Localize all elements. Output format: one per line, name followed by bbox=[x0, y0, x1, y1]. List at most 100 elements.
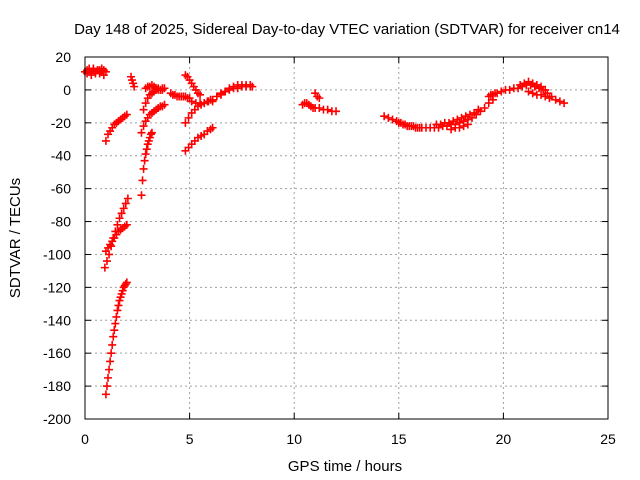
chart-title: Day 148 of 2025, Sidereal Day-to-day VTE… bbox=[74, 21, 620, 38]
series-arc-7 bbox=[137, 128, 156, 200]
data-point bbox=[445, 118, 454, 127]
y-tick-label: 20 bbox=[55, 49, 71, 65]
data-point bbox=[461, 112, 470, 121]
series-arc-20 bbox=[315, 104, 341, 116]
data-point bbox=[99, 71, 108, 80]
data-point bbox=[146, 130, 155, 139]
data-point bbox=[332, 107, 341, 116]
data-point bbox=[184, 113, 193, 122]
series-arc-6 bbox=[127, 72, 139, 91]
data-point bbox=[537, 90, 546, 99]
series-arc-17 bbox=[216, 82, 255, 99]
data-point bbox=[139, 164, 148, 173]
data-point bbox=[520, 79, 529, 88]
data-point bbox=[113, 306, 122, 315]
series-arc-19 bbox=[311, 89, 324, 103]
y-tick-label: -160 bbox=[43, 345, 71, 361]
data-point bbox=[560, 99, 569, 108]
data-point bbox=[121, 280, 130, 289]
data-point bbox=[221, 87, 230, 96]
data-point bbox=[102, 257, 111, 266]
data-point bbox=[497, 87, 506, 96]
data-point bbox=[115, 214, 124, 223]
series-arc-8 bbox=[137, 100, 169, 137]
y-tick-label: 0 bbox=[63, 82, 71, 98]
data-point bbox=[233, 84, 242, 93]
y-axis-title: SDTVAR / TECUs bbox=[7, 178, 24, 298]
data-point bbox=[532, 80, 541, 89]
data-point bbox=[516, 80, 525, 89]
grid-layer bbox=[85, 57, 608, 419]
data-point bbox=[436, 120, 445, 129]
y-tick-label: -120 bbox=[43, 279, 71, 295]
data-point bbox=[101, 136, 110, 145]
data-point bbox=[97, 64, 106, 73]
data-point bbox=[551, 95, 560, 104]
data-point bbox=[315, 104, 324, 113]
data-point bbox=[109, 332, 118, 341]
y-tick-label: -180 bbox=[43, 378, 71, 394]
data-point bbox=[524, 87, 533, 96]
data-point bbox=[394, 118, 403, 127]
series-arc-18 bbox=[298, 99, 320, 113]
data-point bbox=[315, 94, 324, 103]
series-arc-11 bbox=[166, 89, 194, 103]
y-tick-label: -20 bbox=[51, 115, 71, 131]
data-point bbox=[384, 113, 393, 122]
data-point bbox=[112, 312, 121, 321]
data-point bbox=[114, 301, 123, 310]
data-point bbox=[447, 125, 456, 134]
series-arc-29 bbox=[524, 87, 554, 103]
data-point bbox=[141, 150, 150, 159]
data-point bbox=[102, 382, 111, 391]
data-point bbox=[110, 326, 119, 335]
data-point bbox=[480, 104, 489, 113]
data-point bbox=[140, 156, 149, 165]
series-arc-5 bbox=[101, 278, 131, 399]
data-point bbox=[246, 82, 255, 91]
data-point bbox=[380, 112, 389, 121]
data-point bbox=[455, 123, 464, 132]
data-point bbox=[196, 90, 205, 99]
series-arc-26 bbox=[484, 89, 502, 101]
data-point bbox=[528, 79, 537, 88]
data-point bbox=[388, 115, 397, 124]
data-point bbox=[100, 263, 109, 272]
data-point bbox=[111, 319, 120, 328]
data-point bbox=[453, 115, 462, 124]
data-point bbox=[225, 85, 234, 94]
series-arc-12 bbox=[181, 71, 205, 99]
series-arc-16 bbox=[208, 80, 257, 104]
series-arc-10 bbox=[141, 80, 167, 94]
data-point bbox=[105, 365, 114, 374]
data-point bbox=[545, 94, 554, 103]
data-point bbox=[323, 105, 332, 114]
data-point bbox=[122, 220, 131, 229]
data-point bbox=[505, 85, 514, 94]
data-point bbox=[87, 71, 96, 80]
series-arc-2 bbox=[101, 110, 131, 145]
x-tick-label: 25 bbox=[600, 431, 616, 447]
data-point bbox=[93, 66, 102, 75]
x-tick-label: 20 bbox=[496, 431, 512, 447]
data-point bbox=[123, 194, 132, 203]
data-point bbox=[528, 89, 537, 98]
data-point bbox=[474, 105, 483, 114]
data-point bbox=[212, 92, 221, 101]
data-point bbox=[537, 82, 546, 91]
data-point bbox=[463, 120, 472, 129]
data-point bbox=[457, 113, 466, 122]
data-point bbox=[138, 176, 147, 185]
x-tick-label: 15 bbox=[391, 431, 407, 447]
data-point bbox=[106, 357, 115, 366]
data-point bbox=[107, 349, 116, 358]
data-point bbox=[122, 110, 131, 119]
series-arc-28 bbox=[516, 77, 550, 94]
data-point bbox=[459, 122, 468, 131]
data-point bbox=[208, 123, 217, 132]
y-tick-label: -140 bbox=[43, 312, 71, 328]
series-arc-1 bbox=[81, 64, 110, 80]
data-point bbox=[470, 108, 479, 117]
data-point bbox=[541, 92, 550, 101]
data-point bbox=[142, 145, 151, 154]
